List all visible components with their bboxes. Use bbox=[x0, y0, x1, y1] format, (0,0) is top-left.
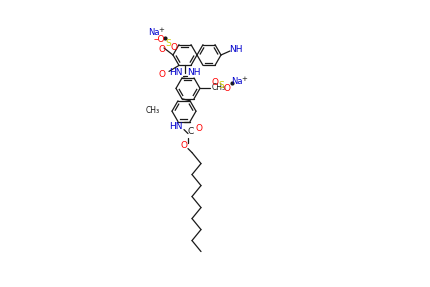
Text: –O: –O bbox=[153, 34, 164, 44]
Text: O: O bbox=[223, 84, 230, 93]
Text: +: + bbox=[240, 76, 246, 82]
Text: O: O bbox=[195, 124, 202, 133]
Text: CH₃: CH₃ bbox=[145, 106, 160, 115]
Text: NH: NH bbox=[229, 44, 242, 53]
Text: O: O bbox=[158, 44, 165, 53]
Text: O: O bbox=[158, 70, 165, 79]
Text: S: S bbox=[218, 81, 223, 90]
Text: O: O bbox=[180, 141, 187, 150]
Text: S: S bbox=[165, 38, 170, 48]
Text: Na: Na bbox=[148, 28, 160, 36]
Text: HN: HN bbox=[169, 122, 182, 131]
Text: CH₃: CH₃ bbox=[212, 83, 226, 92]
Text: NH: NH bbox=[187, 68, 200, 77]
Text: O: O bbox=[170, 42, 177, 51]
Text: C: C bbox=[187, 127, 194, 136]
Text: +: + bbox=[158, 27, 163, 33]
Text: O: O bbox=[211, 78, 218, 87]
Text: Na: Na bbox=[231, 77, 242, 86]
Text: HN: HN bbox=[169, 68, 182, 77]
